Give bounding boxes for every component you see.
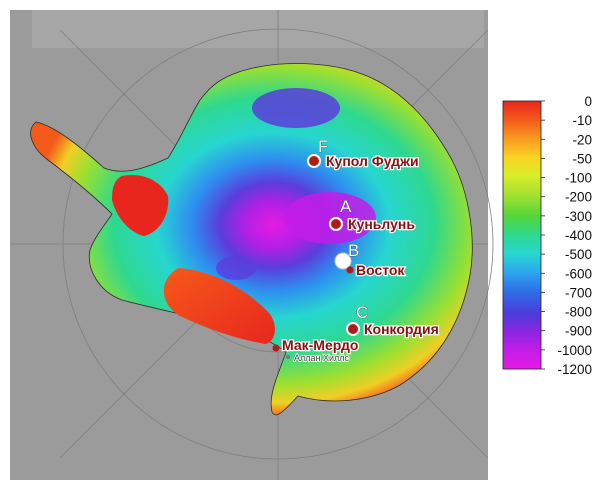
aurora-basin [216, 256, 256, 280]
colorbar-tick-label: -20 [572, 132, 592, 147]
colorbar-tick-label: -100 [565, 171, 592, 186]
colorbar-tick-label: -900 [565, 324, 592, 339]
colorbar-ticks: 0 -10 -20 -50 -100 -200 -300 -400 -500 -600 -700 -8… [541, 94, 592, 377]
marker-ring [307, 154, 321, 168]
site-vostok: B Восток [334, 241, 407, 279]
site-dome-fuji: F Купол Фуджи [307, 137, 420, 170]
colorbar-tick-label: -600 [565, 266, 592, 281]
site-label: Мак-Мердо [282, 337, 358, 353]
colorbar-tick-label: -1000 [557, 343, 592, 358]
colorbar-tick-label: -300 [565, 209, 592, 224]
site-kunlun: A Куньлунь [329, 197, 417, 233]
site-letter: C [356, 303, 368, 322]
antarctica-continent [30, 63, 473, 416]
site-letter: F [318, 137, 328, 156]
map-top-band [32, 10, 484, 48]
ross-ice-shelf [163, 268, 275, 344]
marker-ring [329, 217, 343, 231]
colorbar: 0 -10 -20 -50 -100 -200 -300 -400 -500 -600 -700 -8… [502, 94, 592, 377]
site-letter: A [340, 197, 352, 216]
site-allan-hills: Аллан Хиллс [286, 352, 350, 364]
site-concordia: C Конкордия [346, 303, 440, 338]
marker-dot [346, 266, 354, 274]
marker-ring [346, 322, 360, 336]
site-label: Куньлунь [348, 216, 415, 232]
dome-a-basin [284, 192, 376, 244]
site-markers: F Купол Фуджи A Куньлунь B Восток C Конк… [272, 137, 440, 364]
marker-dot-small [286, 355, 290, 359]
colorbar-tick-label: -1200 [557, 362, 592, 377]
colorbar-tick-label: 0 [584, 94, 592, 109]
colorbar-tick-label: -700 [565, 285, 592, 300]
marker-white-dot [334, 252, 352, 270]
site-label: Купол Фуджи [326, 153, 419, 169]
marker-dot [272, 344, 280, 352]
colorbar-tick-label: -10 [572, 113, 592, 128]
ronne-ice-shelf [112, 174, 169, 236]
colorbar-tick-label: -50 [572, 151, 592, 166]
colorbar-tick-label: -200 [565, 190, 592, 205]
colorbar-tick-label: -800 [565, 305, 592, 320]
site-mcmurdo: Мак-Мердо [272, 336, 360, 354]
site-label: Конкордия [364, 321, 439, 337]
site-letter: B [348, 241, 359, 260]
wilkes-basin [252, 88, 340, 128]
colorbar-tick-label: -400 [565, 228, 592, 243]
site-label: Восток [356, 262, 405, 278]
site-label: Аллан Хиллс [294, 353, 350, 363]
colorbar-gradient [502, 100, 542, 370]
colorbar-tick-label: -500 [565, 247, 592, 262]
